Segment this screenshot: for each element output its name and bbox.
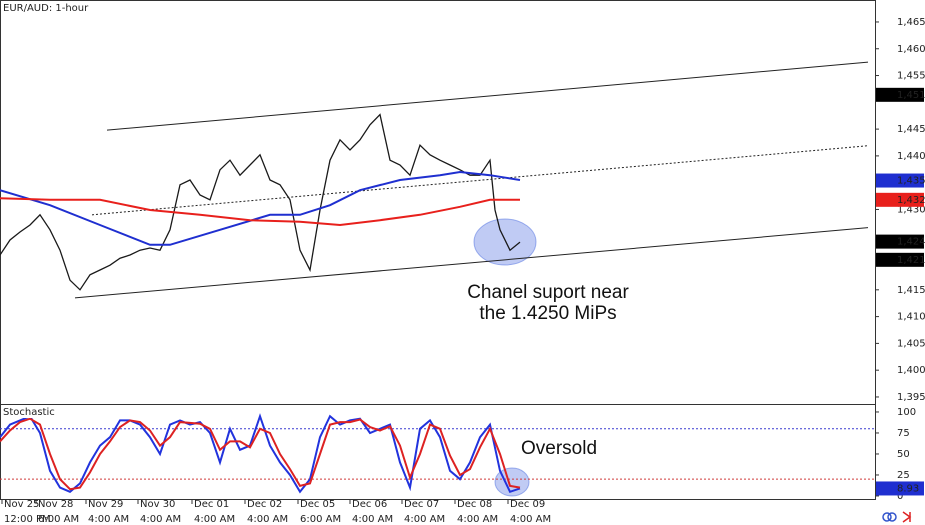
value-tag	[876, 481, 924, 496]
series-line	[0, 417, 521, 491]
title-box	[1, 1, 89, 15]
x-tick-sublabel: 12:00 PM	[4, 514, 51, 525]
icon[interactable]	[902, 511, 912, 523]
x-tick-label: Nov 30	[140, 499, 175, 510]
x-tick-sublabel: 4:00 AM	[404, 514, 445, 525]
y-tick-label: 1,4554	[897, 71, 925, 82]
y-tick-label: 1,4454	[897, 124, 925, 135]
channel-line	[74, 227, 869, 299]
y-tick-label: 75	[897, 428, 910, 439]
x-tick-label: Nov 29	[88, 499, 123, 510]
x-tick-sublabel: 4:00 AM	[88, 514, 129, 525]
price-tag	[876, 252, 924, 267]
price-tag-label: 1,4358	[897, 176, 925, 187]
y-tick-label: 1,4154	[897, 285, 925, 296]
annotation: the 1.4250 MiPs	[479, 303, 616, 324]
price-tag	[876, 87, 924, 102]
price-tag-label: 1,4518	[897, 90, 925, 101]
y-tick-label: 1,4054	[897, 338, 925, 349]
chart-title: EUR/AUD: 1-hour	[3, 3, 89, 14]
y-tick-label: 1,4604	[897, 44, 925, 55]
annotation: Oversold	[521, 438, 597, 459]
x-tick-sublabel: 6:00 AM	[38, 514, 79, 525]
price-tag	[876, 173, 924, 188]
price-tag	[876, 234, 924, 249]
x-tick-label: Dec 06	[352, 499, 387, 510]
y-tick-label: 1,4004	[897, 365, 925, 376]
y-tick-label: 25	[897, 470, 910, 481]
x-tick-label: Dec 05	[300, 499, 335, 510]
channel-line	[106, 61, 869, 131]
x-tick-sublabel: 4:00 AM	[457, 514, 498, 525]
x-tick-sublabel: 6:00 AM	[300, 514, 341, 525]
x-tick-sublabel: 4:00 AM	[247, 514, 288, 525]
highlight-ellipse	[494, 467, 530, 497]
x-tick-label: Dec 07	[404, 499, 439, 510]
plot-layer: 1,4654 1,4604 1,4554 1,4454 1,4404 1,4304 1,41…	[0, 17, 925, 525]
y-tick-label: 0	[897, 491, 903, 502]
highlight-ellipse	[473, 218, 537, 266]
x-tick-label: Dec 02	[247, 499, 282, 510]
panel-title: Stochastic	[3, 407, 55, 418]
toolbar-icons[interactable]	[882, 511, 912, 523]
y-tick-label: 50	[897, 449, 910, 460]
series-line	[0, 113, 521, 291]
title-box	[1, 405, 45, 418]
price-tag-label: 1,4322	[897, 195, 925, 206]
price-tag-label: 1,4210	[897, 255, 925, 266]
series-line	[0, 170, 521, 246]
y-tick-label: 1,4104	[897, 312, 925, 323]
value-tag-label: 8.93	[897, 483, 919, 494]
stochastic-panel	[0, 404, 876, 500]
y-tick-label: 1,4304	[897, 204, 925, 215]
x-tick-label: Dec 08	[457, 499, 492, 510]
series-line	[0, 197, 520, 227]
y-tick-label: 100	[897, 407, 916, 418]
x-tick-sublabel: 4:00 AM	[510, 514, 551, 525]
annotation: Chanel suport near	[467, 282, 629, 303]
x-tick-label: Dec 01	[194, 499, 229, 510]
y-tick-label: 1,4404	[897, 151, 925, 162]
x-tick-sublabel: 4:00 AM	[194, 514, 235, 525]
y-tick-label: 1,4654	[897, 17, 925, 28]
price-tag	[876, 192, 924, 207]
x-tick-sublabel: 4:00 AM	[352, 514, 393, 525]
y-tick-label: 1,3954	[897, 392, 925, 403]
x-tick-label: Dec 09	[510, 499, 545, 510]
icon[interactable]	[882, 512, 892, 522]
channel-line	[91, 145, 869, 216]
x-tick-sublabel: 4:00 AM	[140, 514, 181, 525]
price-tag-label: 1,4244	[897, 237, 925, 248]
icon[interactable]	[887, 512, 897, 522]
x-tick-label: Nov 25	[4, 499, 39, 510]
x-tick-label: Nov 28	[38, 499, 73, 510]
